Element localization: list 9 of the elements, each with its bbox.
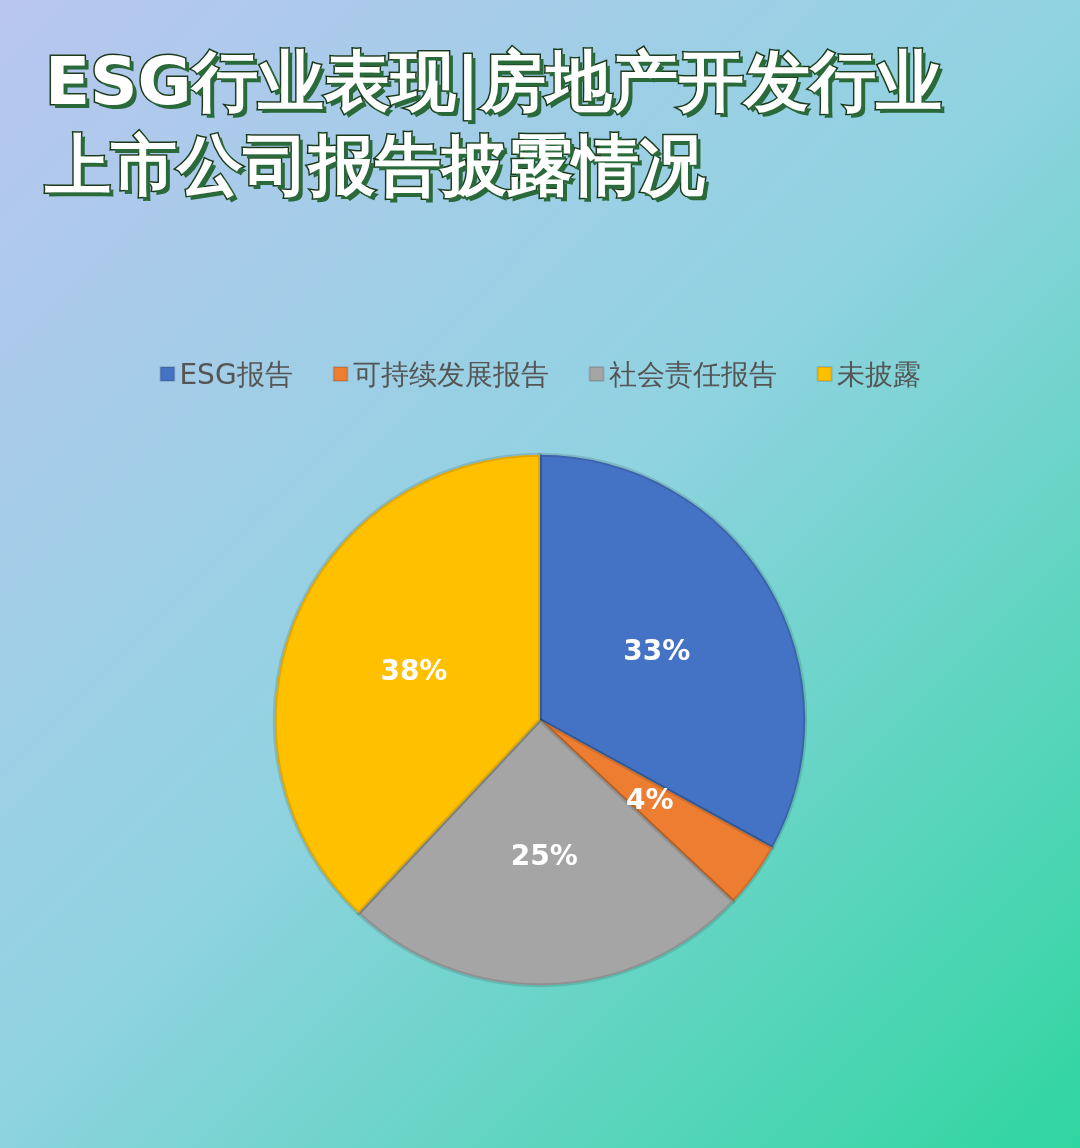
data-label: 4%: [625, 783, 674, 817]
chart-title: ESG行业表现|房地产开发行业上市公司报告披露情况: [45, 42, 943, 206]
legend-label: 社会责任报告: [608, 357, 777, 391]
data-label: 33%: [623, 634, 691, 668]
legend-label: 可持续发展报告: [352, 357, 549, 391]
data-label: 38%: [380, 653, 448, 687]
data-label: 25%: [510, 839, 578, 873]
legend-label: ESG报告: [179, 357, 293, 391]
legend-label: 未披露: [836, 357, 921, 391]
